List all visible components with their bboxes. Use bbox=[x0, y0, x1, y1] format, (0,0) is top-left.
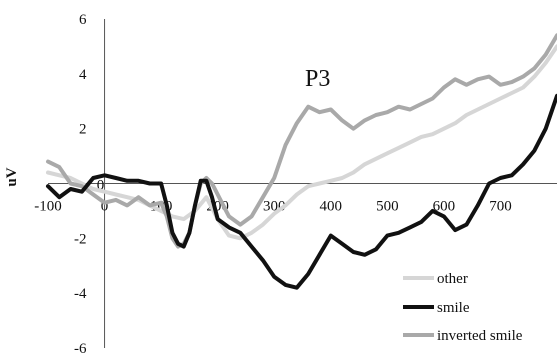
y-tick-label: -6 bbox=[74, 341, 87, 354]
y-tick-label: 2 bbox=[79, 122, 87, 138]
series-line-smile bbox=[46, 93, 557, 290]
y-axis-label: uV bbox=[4, 167, 20, 186]
y-tick-label: 4 bbox=[79, 67, 87, 83]
legend: other smile inverted smile bbox=[403, 271, 523, 344]
axes bbox=[48, 19, 557, 348]
legend-label: other bbox=[437, 271, 468, 287]
series-line-other bbox=[46, 44, 557, 241]
x-tick-label: -100 bbox=[34, 199, 62, 215]
y-tick-label: -4 bbox=[74, 286, 87, 302]
y-tick-label: 0 bbox=[97, 178, 105, 194]
y-tick-label: 6 bbox=[79, 12, 87, 28]
x-tick-label: 500 bbox=[376, 199, 399, 215]
x-tick-label: 0 bbox=[101, 199, 109, 215]
legend-label: inverted smile bbox=[437, 328, 523, 344]
series-line-inverted-smile bbox=[46, 33, 557, 249]
legend-label: smile bbox=[437, 300, 470, 316]
series-lines bbox=[46, 33, 557, 290]
y-tick-label: -2 bbox=[74, 231, 87, 247]
x-tick-label: 600 bbox=[433, 199, 456, 215]
chart-title: P3 bbox=[305, 66, 330, 92]
x-tick-label: 400 bbox=[320, 199, 343, 215]
x-tick-label: 700 bbox=[489, 199, 512, 215]
